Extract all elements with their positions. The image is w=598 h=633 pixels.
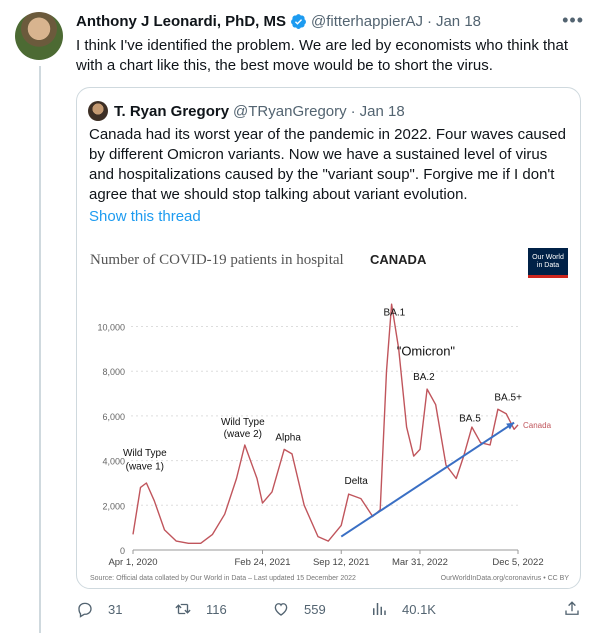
tweet-text: I think I've identified the problem. We … <box>76 37 569 74</box>
reply-count: 31 <box>108 601 123 617</box>
retweet-icon <box>175 603 191 615</box>
owid-logo <box>528 248 568 278</box>
chart-annotation: BA.2 <box>413 372 435 383</box>
more-icon[interactable]: ••• <box>562 10 584 30</box>
tweet-header: Anthony J Leonardi, PhD, MS @fitterhappi… <box>76 13 481 30</box>
chart-annotation: Wild Type <box>123 448 167 459</box>
like-count: 559 <box>304 601 326 617</box>
chart-annotation: BA.5 <box>459 414 481 425</box>
chart-country: CANADA <box>370 252 427 267</box>
share-icon <box>565 601 579 615</box>
show-thread-link[interactable]: Show this thread <box>89 208 201 225</box>
chart-annotation: Wild Type <box>221 417 265 428</box>
chart-annotation: (wave 1) <box>126 462 164 473</box>
x-tick-label: Mar 31, 2022 <box>392 557 448 568</box>
thread-line <box>39 66 41 633</box>
author-handle[interactable]: @fitterhappierAJ <box>311 13 423 30</box>
tweet-date[interactable]: Jan 18 <box>435 13 482 30</box>
owid-logo-text: Our World <box>532 254 564 261</box>
author-avatar[interactable] <box>15 12 63 60</box>
quote-author-handle: @TRyanGregory <box>233 102 347 120</box>
x-tick-label: Apr 1, 2020 <box>108 557 157 568</box>
retweet-button[interactable]: 116 <box>174 600 227 618</box>
dot-separator: · <box>426 13 432 30</box>
views-count: 40.1K <box>402 601 436 617</box>
owid-logo-text: in Data <box>537 262 559 269</box>
quoted-tweet[interactable]: T. Ryan Gregory @TRyanGregory · Jan 18 C… <box>76 87 581 589</box>
y-tick-label: 0 <box>120 546 125 556</box>
series-label-canada: Canada <box>523 421 552 430</box>
hospital-chart: Number of COVID-19 patients in hospital C… <box>90 248 570 582</box>
y-tick-label: 4,000 <box>102 457 125 467</box>
chart-credit: OurWorldInData.org/coronavirus • CC BY <box>441 575 570 582</box>
quote-header: T. Ryan Gregory @TRyanGregory · Jan 18 <box>88 101 405 121</box>
reply-button[interactable]: 31 <box>76 600 122 618</box>
retweet-count: 116 <box>206 601 227 617</box>
quote-date: Jan 18 <box>359 102 405 120</box>
quote-dot-separator: · <box>350 102 356 120</box>
chart-annotation: Delta <box>345 476 369 487</box>
chart-annotation: "Omicron" <box>397 344 456 359</box>
y-tick-label: 6,000 <box>102 412 125 422</box>
chart-annotation: BA.5+ <box>494 392 522 403</box>
chart-annotation: Alpha <box>275 432 301 443</box>
y-tick-label: 10,000 <box>97 323 125 333</box>
views-icon <box>373 603 386 615</box>
chart-annotation: BA.1 <box>384 307 406 318</box>
chart-image[interactable]: Number of COVID-19 patients in hospital C… <box>88 238 571 588</box>
chart-source: Source: Official data collated by Our Wo… <box>90 575 356 582</box>
views-button[interactable]: 40.1K <box>370 600 436 618</box>
share-button[interactable] <box>563 600 595 618</box>
chart-annotation: (wave 2) <box>224 429 262 440</box>
reply-icon <box>78 602 92 618</box>
y-tick-label: 8,000 <box>102 367 125 377</box>
chart-title: Number of COVID-19 patients in hospital <box>90 252 344 268</box>
heart-icon <box>274 603 288 616</box>
author-name[interactable]: Anthony J Leonardi, PhD, MS <box>76 13 287 30</box>
owid-logo-stripe <box>528 275 568 278</box>
y-tick-label: 2,000 <box>102 501 125 511</box>
trend-arrow-head <box>506 422 515 430</box>
quote-author-name: T. Ryan Gregory <box>114 102 230 120</box>
action-bar: 31 116 559 40.1K <box>76 600 581 624</box>
like-button[interactable]: 559 <box>272 600 326 618</box>
trend-arrow-line <box>340 421 515 538</box>
x-tick-label: Dec 5, 2022 <box>492 557 543 568</box>
x-tick-label: Sep 12, 2021 <box>313 557 370 568</box>
quote-text: Canada had its worst year of the pandemi… <box>89 126 566 203</box>
quote-author-avatar <box>88 101 108 121</box>
verified-badge-icon <box>291 14 306 29</box>
x-tick-label: Feb 24, 2021 <box>235 557 291 568</box>
